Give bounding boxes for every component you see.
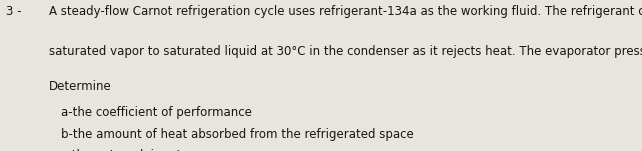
Text: b-the amount of heat absorbed from the refrigerated space: b-the amount of heat absorbed from the r…: [61, 128, 413, 141]
Text: c-the net work input: c-the net work input: [61, 149, 181, 151]
Text: A steady-flow Carnot refrigeration cycle uses refrigerant-134a as the working fl: A steady-flow Carnot refrigeration cycle…: [49, 5, 642, 18]
Text: Determine: Determine: [49, 80, 112, 93]
Text: a-the coefficient of performance: a-the coefficient of performance: [61, 106, 252, 119]
Text: saturated vapor to saturated liquid at 30°C in the condenser as it rejects heat.: saturated vapor to saturated liquid at 3…: [49, 45, 642, 58]
Text: 3 -: 3 -: [6, 5, 22, 18]
